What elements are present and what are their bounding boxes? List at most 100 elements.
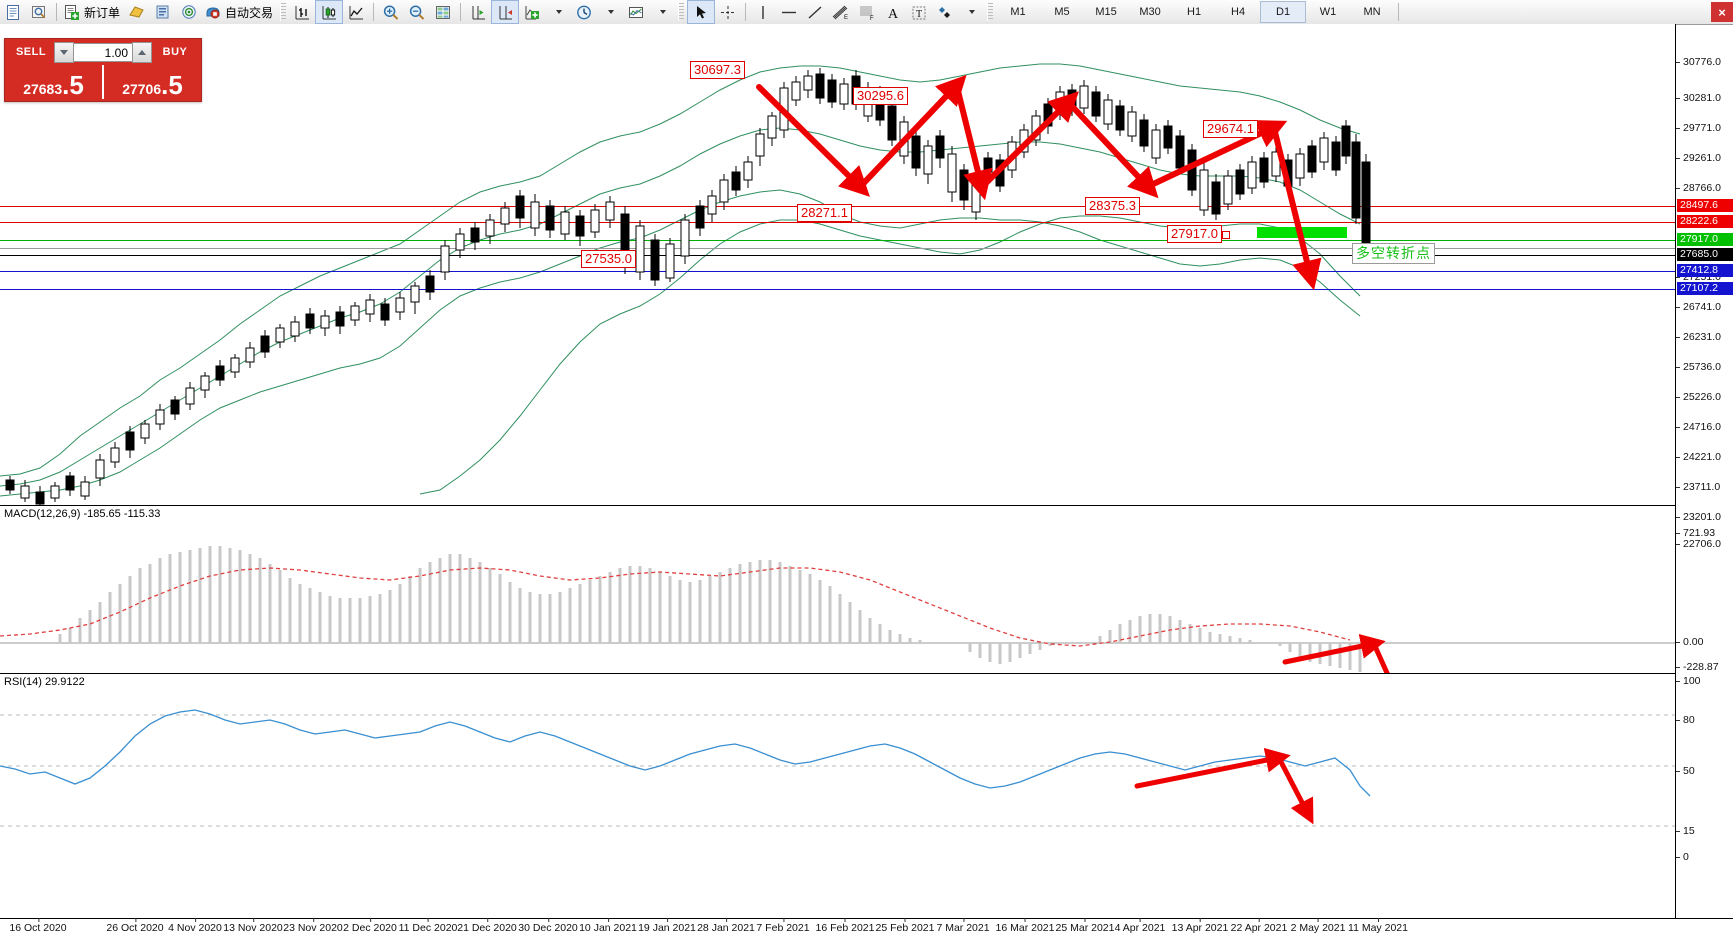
- profiles-icon[interactable]: [26, 1, 52, 23]
- text-label-icon[interactable]: T: [906, 1, 932, 23]
- fibonacci-icon[interactable]: F: [854, 1, 880, 23]
- text-icon[interactable]: A: [880, 1, 906, 23]
- price-tick: 23711.0: [1676, 481, 1733, 493]
- price-tick: 25226.0: [1676, 391, 1733, 403]
- chevron-down-icon-3[interactable]: [649, 1, 675, 23]
- zoom-out-icon[interactable]: [404, 1, 430, 23]
- time-tick: 4 Apr 2021: [1114, 918, 1166, 934]
- annotation-anchor-27917[interactable]: [1222, 231, 1230, 239]
- chevron-down-icon[interactable]: [545, 1, 571, 23]
- templates-icon[interactable]: [623, 1, 649, 23]
- toolbar-separator-3: [460, 3, 462, 21]
- candlestick-chart-icon[interactable]: [315, 0, 344, 24]
- price-tick: 24221.0: [1676, 451, 1733, 463]
- period-icon[interactable]: [571, 1, 597, 23]
- price-pane[interactable]: 30697.3 30295.6 28271.1 29674.1 28375.3 …: [0, 24, 1675, 508]
- annotation-27535[interactable]: 27535.0: [581, 250, 636, 268]
- sell-label: SELL: [15, 46, 47, 58]
- sell-price-frac: .5: [62, 70, 84, 100]
- autotrading-button[interactable]: 自动交易: [202, 1, 277, 23]
- rsi-pane[interactable]: RSI(14) 29.9122: [0, 673, 1675, 842]
- text-label-turning-point[interactable]: 多空转折点: [1352, 243, 1435, 264]
- vertical-line-icon[interactable]: [750, 1, 776, 23]
- cursor-icon[interactable]: [687, 0, 716, 24]
- timeframe-m15[interactable]: M15: [1095, 6, 1117, 18]
- macd-label: MACD(12,26,9) -185.65 -115.33: [4, 508, 161, 520]
- new-order-button[interactable]: 新订单: [61, 1, 124, 23]
- main-toolbar: 新订单 自动交易: [0, 0, 1733, 25]
- equidistant-channel-icon[interactable]: E: [828, 1, 854, 23]
- demand-zone-block: [1257, 227, 1347, 238]
- time-tick: 22 Apr 2021: [1230, 918, 1288, 934]
- timeframe-h1[interactable]: H1: [1187, 6, 1202, 18]
- toolbar-grip-3[interactable]: [987, 3, 994, 21]
- level-line-27917: [0, 240, 1675, 241]
- objects-icon[interactable]: [932, 1, 958, 23]
- chevron-down-icon-4[interactable]: [958, 1, 984, 23]
- annotation-29674[interactable]: 29674.1: [1203, 120, 1258, 138]
- time-tick: 10 Jan 2021: [579, 918, 637, 934]
- timeframe-m5[interactable]: M5: [1054, 6, 1070, 18]
- timeframe-d1[interactable]: D1: [1260, 1, 1307, 23]
- indicators-icon[interactable]: [124, 1, 150, 23]
- trade-panel-header: SELL 1.00 BUY: [5, 39, 201, 65]
- toolbar-separator: [56, 3, 57, 21]
- annotation-28271[interactable]: 28271.1: [797, 204, 852, 222]
- chevron-down-icon-2[interactable]: [597, 1, 623, 23]
- macd-pane[interactable]: MACD(12,26,9) -185.65 -115.33: [0, 505, 1675, 715]
- indicator-list-icon[interactable]: [519, 1, 545, 23]
- annotation-27917[interactable]: 27917.0: [1167, 225, 1222, 243]
- annotation-30697[interactable]: 30697.3: [690, 61, 745, 79]
- toolbar-grip[interactable]: [280, 3, 287, 21]
- chart-shift-icon[interactable]: [465, 1, 491, 23]
- signals-icon[interactable]: [176, 1, 202, 23]
- zoom-in-icon[interactable]: [378, 1, 404, 23]
- time-tick: 25 Feb 2021: [875, 918, 935, 934]
- timeframe-h4[interactable]: H4: [1231, 6, 1246, 18]
- timeframe-w1[interactable]: W1: [1319, 6, 1337, 18]
- auto-scroll-icon[interactable]: [491, 0, 520, 24]
- timeframe-m30[interactable]: M30: [1139, 6, 1161, 18]
- toolbar-separator-4: [745, 3, 747, 21]
- one-click-trading-panel[interactable]: SELL 1.00 BUY 27683.5 27706.5: [4, 38, 202, 102]
- price-tag-resistance-2: 28222.6: [1677, 215, 1733, 228]
- level-line-27685-close: [0, 255, 1675, 256]
- time-tick: 16 Oct 2020: [9, 918, 67, 934]
- horizontal-line-icon[interactable]: [776, 1, 802, 23]
- level-line-27776: [0, 248, 1675, 249]
- market-watch-icon[interactable]: [150, 1, 176, 23]
- sell-button[interactable]: 27683.5: [5, 65, 104, 99]
- annotation-30295[interactable]: 30295.6: [853, 87, 908, 105]
- chart-area[interactable]: JPN225-,Daily 28702.5 28827.5 27647.5 27…: [0, 24, 1733, 942]
- lot-increment-button[interactable]: [132, 41, 152, 63]
- time-tick: 2 May 2021: [1290, 918, 1346, 934]
- timeframe-mn[interactable]: MN: [1363, 6, 1381, 18]
- annotation-28375[interactable]: 28375.3: [1085, 197, 1140, 215]
- autotrading-label: 自动交易: [225, 5, 274, 20]
- svg-text:F: F: [870, 16, 874, 21]
- toolbar-grip-2[interactable]: [678, 3, 685, 21]
- price-tick: 24716.0: [1676, 421, 1733, 433]
- lot-decrement-button[interactable]: [54, 41, 74, 63]
- trendline-icon[interactable]: [802, 1, 828, 23]
- rsi-label: RSI(14) 29.9122: [4, 676, 85, 688]
- macd-tick-top: 721.93: [1676, 527, 1733, 539]
- price-scale[interactable]: 30776.0 30281.0 29771.0 29261.0 28766.0 …: [1675, 24, 1733, 918]
- price-tag-support-green: 27917.0: [1677, 233, 1733, 246]
- price-tick: 22706.0: [1676, 538, 1733, 550]
- price-tick: 29261.0: [1676, 152, 1733, 164]
- data-window-icon[interactable]: [430, 1, 456, 23]
- lot-size-input[interactable]: 1.00: [74, 42, 132, 62]
- line-chart-icon[interactable]: [343, 1, 369, 23]
- time-scale[interactable]: 16 Oct 2020 26 Oct 2020 4 Nov 2020 13 No…: [0, 918, 1733, 942]
- new-chart-icon[interactable]: [0, 1, 26, 23]
- price-tick: 25736.0: [1676, 361, 1733, 373]
- sell-price-main: 27683: [23, 81, 63, 97]
- time-tick: 23 Nov 2020: [283, 918, 343, 934]
- close-icon[interactable]: ×: [1711, 2, 1733, 22]
- buy-button[interactable]: 27706.5: [104, 65, 201, 99]
- timeframe-m1[interactable]: M1: [1010, 6, 1026, 18]
- crosshair-icon[interactable]: [715, 1, 741, 23]
- bar-chart-icon[interactable]: [289, 1, 315, 23]
